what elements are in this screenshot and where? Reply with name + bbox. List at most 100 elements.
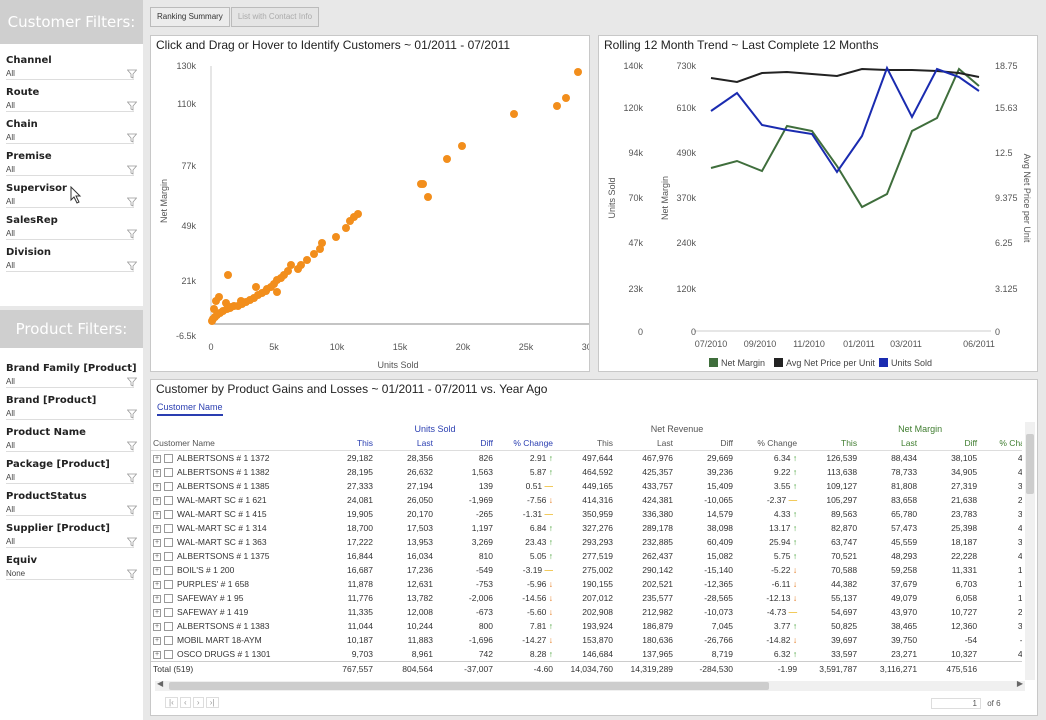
first-page-icon[interactable]: |‹ <box>165 697 178 708</box>
table-row[interactable]: + WAL-MART SC # 1 621 24,081 26,050 -1,969 -7… <box>151 493 1022 507</box>
scroll-left-icon[interactable]: ◀ <box>157 679 164 688</box>
table-row[interactable]: + WAL-MART SC # 1 314 18,700 17,503 1,197 6.8… <box>151 521 1022 535</box>
row-checkbox[interactable] <box>164 454 173 464</box>
col-header[interactable]: Customer Name <box>153 438 215 448</box>
table-row[interactable]: + ALBERTSONS # 1 1383 11,044 10,244 800 7.81 … <box>151 619 1022 633</box>
table-row[interactable]: + MOBIL MART 18-AYM 10,187 11,883 -1,696 -14.… <box>151 633 1022 647</box>
table-row[interactable]: + SAFEWAY # 1 95 11,776 13,782 -2,006 -14.56 … <box>151 591 1022 605</box>
filter-premise[interactable]: Premise All <box>0 148 143 180</box>
col-header[interactable]: Diff <box>720 438 734 448</box>
subtab-customer-name[interactable]: Customer Name <box>157 402 223 416</box>
expand-icon[interactable]: + <box>153 580 161 589</box>
table-row[interactable]: + SAFEWAY # 1 419 11,335 12,008 -673 -5.60 ↓ 2… <box>151 605 1022 619</box>
expand-icon[interactable]: + <box>153 608 161 617</box>
table-row[interactable]: + OSCO DRUGS # 1 1301 9,703 8,961 742 8.28 ↑ 1… <box>151 647 1022 662</box>
filter-funnel-icon[interactable] <box>127 101 137 111</box>
prev-page-icon[interactable]: ‹ <box>179 697 191 708</box>
expand-icon[interactable]: + <box>153 482 161 491</box>
filter-product-name[interactable]: Product Name All <box>0 424 143 456</box>
row-checkbox[interactable] <box>164 622 173 632</box>
filter-value[interactable]: All <box>6 409 134 420</box>
filter-brand-family-product[interactable]: Brand Family [Product] All <box>0 360 143 392</box>
vscroll-thumb[interactable] <box>1026 434 1034 494</box>
table-row[interactable]: + ALBERTSONS # 1 1372 29,182 28,356 826 2.91 … <box>151 451 1022 466</box>
expand-icon[interactable]: + <box>153 636 161 645</box>
filter-value[interactable]: All <box>6 473 134 484</box>
tab-ranking-summary[interactable]: Ranking Summary <box>150 7 230 27</box>
filter-chain[interactable]: Chain All <box>0 116 143 148</box>
table-row[interactable]: + PURPLES' # 1 658 11,878 12,631 -753 -5.96 ↓… <box>151 577 1022 591</box>
table-row[interactable]: + ALBERTSONS # 1 1375 16,844 16,034 810 5.05 … <box>151 549 1022 563</box>
filter-salesrep[interactable]: SalesRep All <box>0 212 143 244</box>
col-header[interactable]: This <box>596 438 614 448</box>
filter-value[interactable]: All <box>6 165 134 176</box>
expand-icon[interactable]: + <box>153 650 161 659</box>
table-row[interactable]: + WAL-MART SC # 1 363 17,222 13,953 3,269 23.… <box>151 535 1022 549</box>
col-header[interactable]: Diff <box>964 438 978 448</box>
filter-funnel-icon[interactable] <box>127 165 137 175</box>
filter-productstatus[interactable]: ProductStatus All <box>0 488 143 520</box>
filter-value[interactable]: All <box>6 441 134 452</box>
scrollbar-thumb[interactable] <box>169 682 769 690</box>
tab-list-with-contact-info[interactable]: List with Contact Info <box>230 7 320 27</box>
expand-icon[interactable]: + <box>153 552 161 561</box>
filter-equiv[interactable]: Equiv None <box>0 552 143 584</box>
filter-value[interactable]: All <box>6 505 134 516</box>
filter-value[interactable]: All <box>6 377 134 388</box>
last-page-icon[interactable]: ›| <box>205 697 219 708</box>
row-checkbox[interactable] <box>164 496 173 506</box>
filter-funnel-icon[interactable] <box>127 409 137 419</box>
row-checkbox[interactable] <box>164 636 173 646</box>
col-header[interactable]: % Change <box>513 438 554 448</box>
expand-icon[interactable]: + <box>153 594 161 603</box>
col-header[interactable]: Last <box>416 438 433 448</box>
page-number-input[interactable]: 1 <box>931 698 981 709</box>
row-checkbox[interactable] <box>164 538 173 548</box>
table-row[interactable]: + ALBERTSONS # 1 1385 27,333 27,194 139 0.51 … <box>151 479 1022 493</box>
filter-funnel-icon[interactable] <box>127 69 137 79</box>
filter-funnel-icon[interactable] <box>127 441 137 451</box>
expand-icon[interactable]: + <box>153 524 161 533</box>
scatter-chart[interactable]: 130k 110k 77k 49k 21k -6.5k 0 5k 10k 15k 20k 25k 30k… <box>151 36 589 371</box>
row-checkbox[interactable] <box>164 468 173 478</box>
filter-funnel-icon[interactable] <box>127 229 137 239</box>
col-header[interactable]: % Change <box>999 438 1022 448</box>
trend-chart[interactable]: 140k 120k 94k 70k 47k 23k 0 730k 610k 490k 370k 240… <box>599 36 1037 371</box>
filter-supervisor[interactable]: Supervisor All <box>0 180 143 212</box>
scroll-right-icon[interactable]: ▶ <box>1016 679 1023 688</box>
filter-supplier-product[interactable]: Supplier [Product] All <box>0 520 143 552</box>
filter-funnel-icon[interactable] <box>127 133 137 143</box>
row-checkbox[interactable] <box>164 650 173 660</box>
col-header[interactable]: This <box>356 438 373 448</box>
filter-route[interactable]: Route All <box>0 84 143 116</box>
col-header[interactable]: Last <box>901 438 918 448</box>
filter-funnel-icon[interactable] <box>127 537 137 547</box>
next-page-icon[interactable]: › <box>192 697 204 708</box>
filter-value[interactable]: All <box>6 101 134 112</box>
vertical-scrollbar[interactable] <box>1025 422 1035 680</box>
col-header[interactable]: This <box>841 438 858 448</box>
row-checkbox[interactable] <box>164 524 173 534</box>
filter-value[interactable]: All <box>6 537 134 548</box>
expand-icon[interactable]: + <box>153 468 161 477</box>
filter-value[interactable]: All <box>6 197 134 208</box>
row-checkbox[interactable] <box>164 608 173 618</box>
filter-value[interactable]: All <box>6 69 134 80</box>
filter-division[interactable]: Division All <box>0 244 143 276</box>
row-checkbox[interactable] <box>164 552 173 562</box>
filter-value[interactable]: All <box>6 229 134 240</box>
table-row[interactable]: + BOIL'S # 1 200 16,687 17,236 -549 -3.19 — 27… <box>151 563 1022 577</box>
filter-brand-product[interactable]: Brand [Product] All <box>0 392 143 424</box>
expand-icon[interactable]: + <box>153 496 161 505</box>
col-header[interactable]: Diff <box>480 438 493 448</box>
filter-funnel-icon[interactable] <box>127 569 137 579</box>
filter-funnel-icon[interactable] <box>127 377 137 387</box>
row-checkbox[interactable] <box>164 580 173 590</box>
table-row[interactable]: + ALBERTSONS # 1 1382 28,195 26,632 1,563 5.8… <box>151 465 1022 479</box>
table-row[interactable]: + WAL-MART SC # 1 415 19,905 20,170 -265 -1.3… <box>151 507 1022 521</box>
row-checkbox[interactable] <box>164 594 173 604</box>
filter-value[interactable]: All <box>6 133 134 144</box>
expand-icon[interactable]: + <box>153 454 161 463</box>
row-checkbox[interactable] <box>164 566 173 576</box>
expand-icon[interactable]: + <box>153 566 161 575</box>
